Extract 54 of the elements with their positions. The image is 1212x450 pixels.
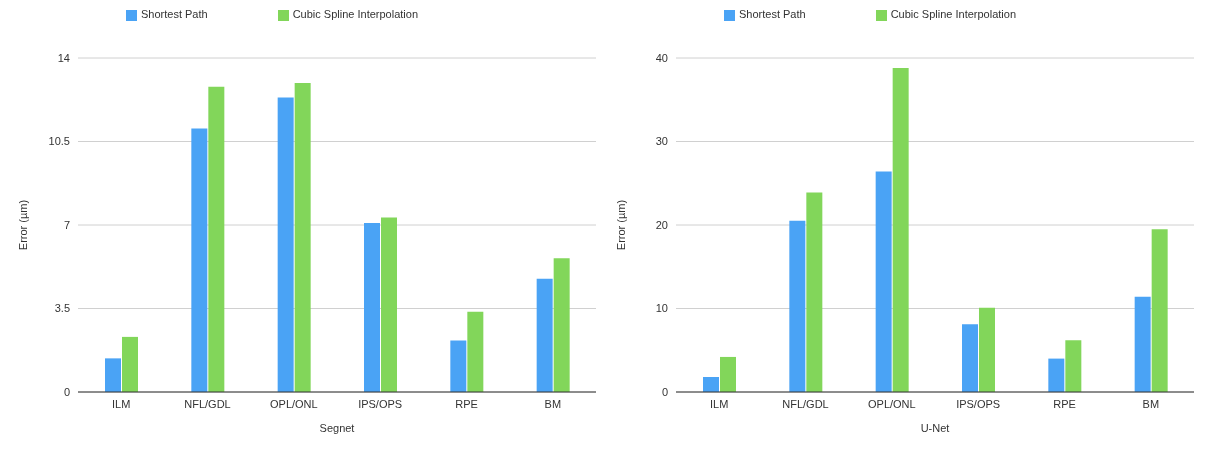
legend-label: Shortest Path: [738, 8, 806, 20]
x-tick-label: BM: [544, 397, 562, 410]
x-tick-label: RPE: [1053, 397, 1076, 410]
y-tick-label: 3.5: [54, 302, 70, 315]
x-tick-label: NFL/GDL: [184, 397, 231, 410]
bar: [703, 376, 719, 392]
x-tick-label: NFL/GDL: [782, 397, 829, 410]
bar: [208, 86, 225, 392]
y-axis-title: Error (µm): [16, 199, 29, 251]
bar: [806, 192, 823, 392]
bar: [1065, 340, 1082, 392]
y-tick-label: 10.5: [48, 135, 70, 148]
x-axis-title: Segnet: [319, 422, 355, 434]
bar: [1048, 358, 1065, 392]
x-tick-label: ILM: [111, 397, 131, 410]
bar: [191, 128, 208, 392]
y-tick-label: 7: [63, 218, 70, 231]
y-tick-label: 30: [655, 135, 668, 148]
bar: [962, 324, 978, 392]
bar: [105, 358, 121, 392]
x-tick-label: ILM: [709, 397, 729, 410]
bar: [467, 311, 484, 392]
x-tick-label: IPS/OPS: [358, 397, 403, 410]
bar: [875, 171, 892, 392]
x-tick-label: OPL/ONL: [867, 397, 916, 410]
bar: [364, 223, 380, 392]
x-tick-label: IPS/OPS: [956, 397, 1001, 410]
bar: [789, 220, 806, 392]
bar: [450, 340, 467, 392]
bar: [720, 356, 736, 392]
x-tick-label: RPE: [455, 397, 478, 410]
y-tick-label: 0: [661, 385, 668, 398]
bar: [122, 336, 138, 392]
x-tick-label: OPL/ONL: [269, 397, 318, 410]
y-tick-label: 0: [63, 385, 70, 398]
legend-label: Cubic Spline Interpolation: [292, 8, 418, 20]
legend-label: Shortest Path: [140, 8, 208, 20]
y-tick-label: 20: [655, 218, 668, 231]
y-axis-title: Error (µm): [614, 199, 627, 251]
bar: [536, 278, 553, 392]
x-tick-label: BM: [1142, 397, 1160, 410]
bar: [277, 97, 294, 392]
bar: [1134, 296, 1151, 392]
bar: [553, 258, 570, 392]
y-tick-label: 10: [655, 302, 668, 315]
x-axis-title: U-Net: [920, 422, 950, 434]
bar: [979, 307, 995, 392]
bar: [381, 217, 397, 392]
legend-label: Cubic Spline Interpolation: [890, 8, 1016, 20]
bar: [892, 68, 909, 392]
bar: [294, 83, 311, 392]
bar: [1151, 229, 1168, 392]
y-tick-label: 14: [57, 51, 70, 64]
y-tick-label: 40: [655, 51, 668, 64]
